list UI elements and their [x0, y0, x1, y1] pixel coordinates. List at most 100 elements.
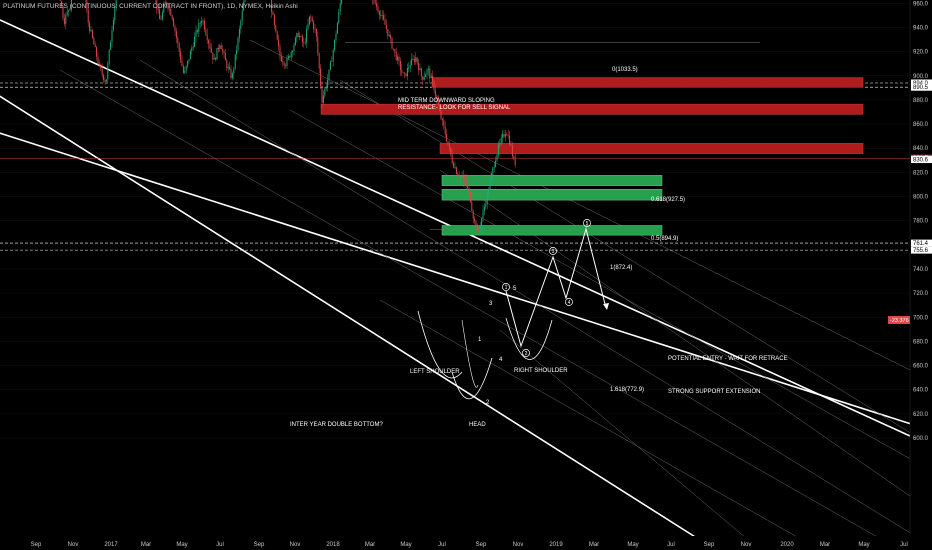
candle-body: [415, 57, 417, 62]
candle-body: [294, 37, 296, 45]
candle-body: [504, 134, 506, 137]
candle-body: [202, 20, 204, 22]
svg-text:3: 3: [552, 249, 555, 255]
candle-body: [198, 23, 200, 32]
price-tag: [911, 246, 932, 254]
candle-body: [495, 160, 497, 167]
candle-body: [465, 179, 467, 186]
candle-body: [481, 218, 483, 227]
candle-body: [292, 51, 294, 53]
time-axis-background: [0, 536, 932, 550]
price-tick-label: 700.0: [913, 315, 929, 321]
candle-body: [475, 221, 477, 230]
candle-body: [376, 3, 378, 7]
price-tag-label: 755.6: [913, 248, 929, 254]
price-tick-label: 740.0: [913, 267, 929, 273]
candle-body: [219, 45, 221, 50]
candle-body: [450, 147, 452, 155]
candle-body: [210, 48, 212, 53]
candle-body: [160, 19, 162, 20]
candle-body: [97, 56, 99, 64]
candle-body: [272, 12, 274, 15]
candle-body: [502, 134, 504, 138]
price-tag-label: 890.5: [913, 85, 929, 91]
candle-body: [457, 173, 459, 177]
support-zone: [441, 189, 663, 201]
svg-text:1: 1: [505, 285, 508, 291]
annotation-entry: POTENTIAL ENTRY - WAIT FOR RETRACE: [668, 356, 788, 362]
candle-body: [223, 50, 225, 54]
candle-body: [220, 45, 222, 50]
candle-body: [297, 33, 299, 38]
candle-body: [110, 42, 112, 50]
candle-body: [168, 8, 170, 10]
candle-body: [406, 67, 408, 77]
candle-body: [171, 15, 173, 19]
candle-body: [320, 68, 322, 86]
time-axis[interactable]: Sep Nov 2017 Mar May Jul Sep Nov 2018 Mar May Jul Se…: [0, 536, 932, 550]
candle-body: [107, 63, 109, 80]
candle-body: [462, 175, 464, 177]
candle-body: [300, 36, 302, 37]
annotation-resistance-1: MID TERM DOWNWARD SLOPING: [398, 98, 495, 104]
candle-body: [313, 21, 315, 29]
candle-body: [453, 163, 455, 168]
candle-body: [489, 180, 491, 191]
candle-body: [189, 51, 191, 60]
candle-body: [163, 5, 165, 13]
svg-text:2: 2: [525, 351, 528, 357]
candle-body: [423, 76, 425, 80]
channel-line-parallel: [339, 79, 931, 446]
candle-body: [408, 67, 410, 69]
time-tick-label: Jul: [438, 542, 446, 548]
candle-body: [177, 37, 179, 44]
candle-body: [241, 10, 243, 22]
candle-body: [244, 0, 246, 3]
wave-label-2: 2: [486, 400, 490, 406]
annotation-left-shoulder: LEFT SHOULDER: [410, 369, 460, 375]
candle-body: [514, 158, 516, 166]
candle-body: [464, 175, 466, 180]
candle-body: [317, 36, 319, 54]
candle-body: [308, 16, 310, 25]
candle-body: [385, 24, 387, 29]
candle-body: [192, 46, 194, 48]
channel-line-parallel: [59, 69, 901, 550]
price-tick-label: 720.0: [913, 291, 929, 297]
candle-body: [341, 0, 343, 4]
circled-wave-2: 2: [522, 349, 530, 357]
candle-body: [339, 3, 341, 12]
candle-body: [100, 64, 102, 69]
candle-body: [405, 73, 407, 77]
candle-body: [430, 75, 432, 79]
left-shoulder-arc: [417, 310, 463, 379]
wave-label-4: 4: [499, 357, 503, 363]
price-tick-label: 840.0: [913, 146, 929, 152]
price-tick-label: 940.0: [913, 25, 929, 31]
candle-body: [240, 21, 242, 30]
candle-body: [467, 185, 469, 188]
candle-body: [511, 145, 513, 157]
candle-body: [237, 37, 239, 50]
candle-body: [89, 22, 91, 32]
price-tick-label: 960.0: [913, 1, 929, 7]
channel-line-main: [0, 132, 931, 431]
price-tick-label: 600.0: [913, 436, 929, 442]
price-axis[interactable]: 1080.01060.01040.01020.01000.0980.0960.0…: [909, 0, 932, 550]
candle-body: [205, 29, 207, 35]
candle-body: [215, 57, 217, 60]
wave-label-3: 3: [489, 301, 493, 307]
candle-body: [93, 37, 95, 45]
candle-body: [394, 49, 396, 52]
candle-body: [216, 47, 218, 60]
candle-body: [469, 191, 471, 202]
candle-body: [425, 74, 427, 77]
chart-title: PLATINUM FUTURES (CONTINUOUS: CURRENT CO…: [3, 3, 298, 10]
candle-body: [432, 75, 434, 82]
candle-body: [327, 79, 329, 88]
candle-body: [69, 8, 71, 11]
time-tick-label: 2019: [549, 542, 563, 548]
time-tick-label: Mar: [589, 542, 599, 548]
candle-body: [497, 145, 499, 155]
